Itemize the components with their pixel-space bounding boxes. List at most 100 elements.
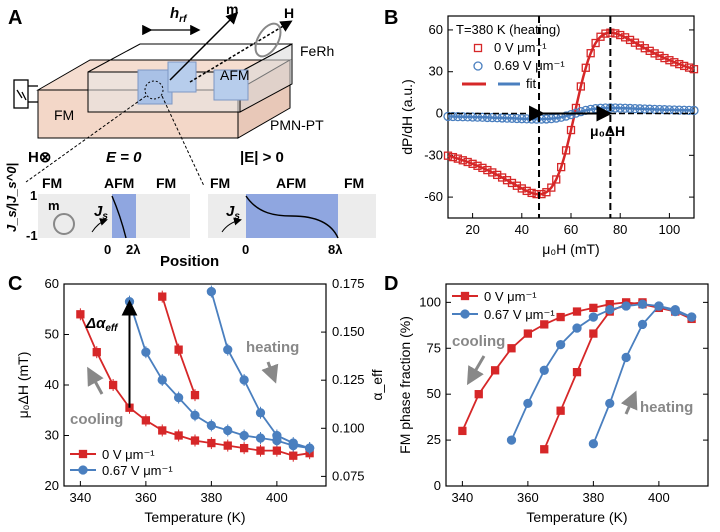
m-label-3d: m (226, 1, 238, 17)
heating-label-c: heating (246, 339, 299, 356)
data-point (493, 170, 502, 180)
dalpha-label: Δαeff (85, 315, 119, 334)
h-arrow (189, 20, 293, 83)
data-point (552, 175, 561, 184)
js-curve-1 (111, 195, 127, 239)
data-point (255, 408, 266, 418)
y-right-axis-label: α_eff (369, 369, 385, 400)
x-tick-label: 340 (70, 490, 92, 505)
m-label-1: m (48, 198, 60, 213)
data-point (239, 375, 249, 385)
data-point (591, 38, 600, 48)
plot-d-content: 340 360 380 400 0 25 50 75 100 Temperature (K) FM … (397, 294, 708, 525)
data-point (497, 173, 507, 182)
data-point (654, 301, 664, 311)
e-zero-label: E = 0 (106, 149, 142, 166)
legend-marker (460, 309, 470, 319)
x-axis-label: Temperature (K) (144, 509, 245, 525)
y-axis-label: μ₀ΔH (mT) (15, 352, 31, 419)
data-point (637, 299, 648, 309)
fm-left-2: FM (210, 175, 230, 191)
h-otimes-label: H⊗ (28, 149, 51, 166)
y-axis-label: dP/dH (a.u.) (399, 79, 415, 154)
y-bot: -1 (26, 228, 38, 243)
data-point (621, 352, 631, 363)
cooling-arrow-d (466, 355, 486, 386)
data-point (572, 323, 582, 333)
series-line (510, 303, 692, 441)
y-tick-label: 30 (45, 428, 59, 443)
zoom-leader-right (161, 95, 205, 187)
afm-block-3 (213, 69, 249, 101)
data-point (473, 161, 482, 170)
zoom-circle (144, 80, 164, 100)
y-right-tick-label: 0.075 (332, 468, 365, 483)
m-circle-icon (53, 213, 75, 235)
data-point (458, 426, 467, 436)
data-point (206, 286, 217, 297)
data-point (223, 344, 233, 355)
legend-marker (473, 43, 483, 53)
panel-a-label: A (8, 7, 22, 29)
data-point (288, 438, 298, 448)
plot-d-frame (445, 283, 709, 487)
data-point (507, 344, 516, 353)
data-point (158, 426, 167, 435)
cooling-label-d: cooling (452, 333, 505, 350)
data-point (490, 366, 500, 375)
voltage-source-icon (13, 79, 38, 109)
data-point (512, 181, 522, 190)
js-pointer-1 (91, 218, 108, 233)
x1-1: 2λ (126, 242, 141, 257)
data-point (670, 306, 680, 317)
data-point (605, 398, 615, 409)
data-point (540, 445, 549, 454)
data-point (670, 58, 679, 67)
plot-d-legend: 0 V μm⁻¹ 0.67 V μm⁻¹ (452, 289, 555, 322)
x-axis-label: Temperature (K) (526, 509, 627, 525)
data-point (523, 398, 533, 409)
heating-arrow-d (620, 390, 638, 415)
y-tick-label: 100 (419, 294, 441, 309)
data-point (635, 41, 645, 50)
data-point (556, 312, 565, 322)
js-ylabel: J_s/|J_s^0| (4, 163, 19, 232)
h-label-3d: H (284, 5, 294, 21)
data-point (92, 348, 101, 357)
data-point (506, 435, 517, 445)
x0-2: 0 (242, 242, 249, 257)
data-point (605, 305, 615, 315)
legend-marker (78, 465, 88, 475)
heating-label-d: heating (640, 399, 693, 416)
data-point (660, 53, 669, 63)
legend-marker (460, 291, 470, 301)
afm-blocks (137, 61, 249, 105)
data-point (588, 312, 599, 322)
legend-label: 0.67 V μm⁻¹ (484, 307, 555, 322)
js-curve-2 (245, 195, 339, 239)
js-label-2: Js (226, 203, 240, 222)
legend-label: 0 V μm⁻¹ (494, 40, 547, 55)
data-point (174, 345, 183, 354)
x-tick-label: 360 (135, 490, 157, 505)
data-point (173, 392, 184, 403)
plot-b-title: T=380 K (heating) (456, 22, 560, 37)
x-tick-label: 20 (465, 222, 479, 237)
precession-ring (254, 22, 282, 58)
profile-e-zero: FM AFM FM m Js 0 2λ (38, 175, 190, 257)
fit-line (447, 31, 695, 196)
ferh-label: FeRh (300, 43, 334, 59)
data-point (76, 310, 85, 319)
hrf-label: hrf (170, 5, 188, 25)
data-point (620, 33, 630, 42)
data-point (556, 406, 565, 415)
pmnpt-label: PMN-PT (270, 117, 324, 133)
data-point (686, 312, 697, 322)
data-point (206, 420, 217, 431)
data-point (190, 436, 200, 445)
series-line (210, 291, 310, 449)
data-point (637, 319, 648, 330)
data-point (304, 443, 315, 453)
data-point (141, 416, 151, 425)
